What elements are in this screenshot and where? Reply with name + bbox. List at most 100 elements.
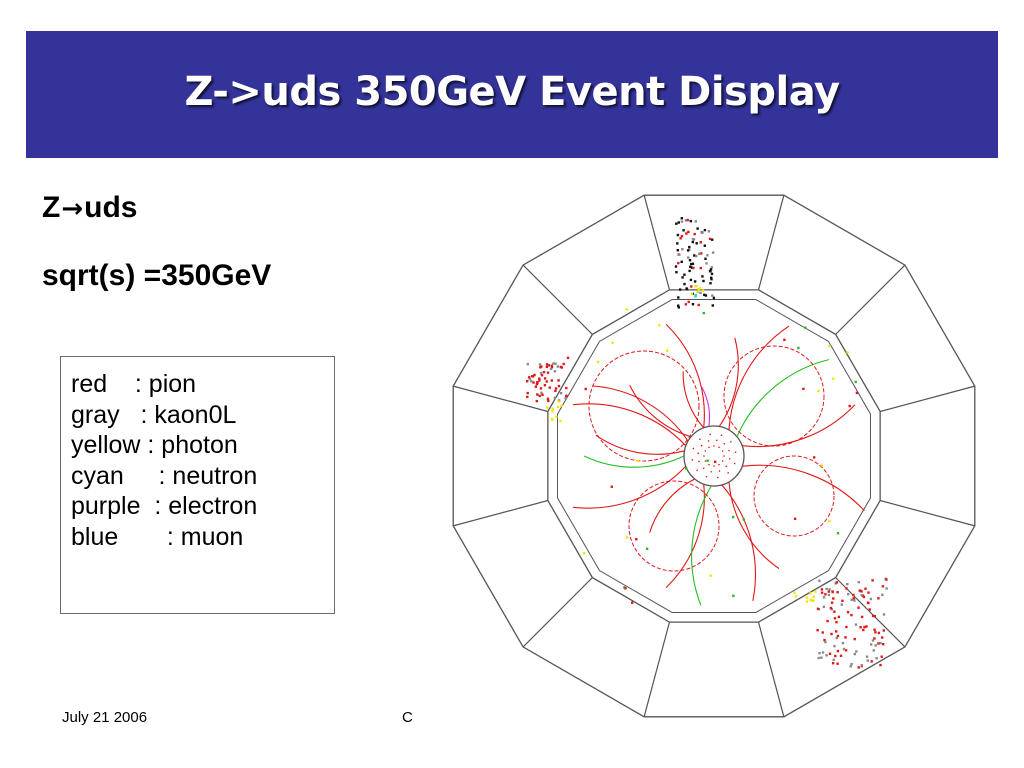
looping-track	[753, 455, 835, 537]
jet-hit-top	[694, 220, 697, 223]
vertex-hit	[713, 445, 715, 447]
jet-hit-bottom	[835, 621, 838, 624]
jet-hit-left	[564, 397, 567, 400]
jet-hit-left	[557, 379, 560, 382]
jet-hit-bottom	[857, 666, 860, 669]
jet-hit-left	[547, 399, 550, 403]
jet-hit-bottom	[871, 579, 874, 582]
footer-date: July 21 2006	[62, 709, 148, 726]
scatter-hit	[596, 360, 600, 364]
jet-hit-bottom	[836, 662, 839, 665]
jet-hit-top	[677, 221, 680, 224]
scatter-hit	[611, 341, 614, 344]
vertex-hit	[718, 463, 720, 466]
process-initial: Z	[42, 191, 61, 224]
scatter-hit	[813, 456, 816, 459]
jet-hit-bottom	[873, 615, 876, 618]
sector-divider	[757, 621, 785, 717]
jet-hit-bottom	[824, 640, 827, 644]
jet-hit-left-photon	[551, 418, 554, 421]
jet-hit-bottom	[830, 632, 833, 636]
jet-hit-top	[689, 219, 692, 223]
jet-hit-top	[677, 261, 680, 265]
jet-hit-left	[531, 375, 535, 378]
jet-hit-bottom	[831, 662, 835, 665]
vertex-hit	[723, 455, 725, 457]
jet-hit-left	[554, 389, 557, 393]
vertex-hit	[734, 451, 737, 453]
jet-hit-top	[703, 293, 706, 296]
jet-hit-left	[554, 362, 557, 365]
scatter-hit	[817, 389, 820, 393]
track	[572, 403, 687, 447]
jet-hit-left	[565, 386, 568, 390]
vertex-hit	[696, 469, 698, 471]
jet-hit-bottom	[832, 597, 835, 600]
jet-hit-bottom	[865, 655, 869, 658]
jet-hit-left-photon	[560, 404, 563, 407]
scatter-hit	[855, 391, 859, 395]
jet-hit-bottom-photon	[805, 596, 809, 599]
jet-hit-bottom	[850, 662, 853, 666]
jet-hit-top	[699, 241, 702, 244]
track	[736, 359, 830, 437]
jet-hit-left	[562, 362, 565, 366]
jet-hit-bottom-photon	[809, 592, 812, 595]
jet-hit-top	[695, 254, 698, 258]
vertex-hit	[709, 433, 711, 436]
scatter-hit	[797, 346, 800, 350]
scatter-hit	[631, 601, 634, 604]
jet-hit-top	[693, 280, 697, 283]
energy-label: sqrt(s) =350GeV	[42, 259, 272, 292]
jet-hit-bottom	[827, 593, 831, 597]
jet-hit-top	[710, 266, 713, 269]
scatter-hit	[742, 518, 745, 521]
jet-hit-top	[690, 262, 693, 266]
jet-hit-top	[700, 230, 703, 234]
jet-hit-bottom	[832, 658, 835, 662]
jet-hit-left	[543, 377, 547, 380]
jet-hit-top	[675, 222, 678, 225]
scatter-hit	[658, 324, 661, 327]
scatter-hit	[804, 326, 807, 329]
scatter-hit	[702, 311, 705, 315]
jet-hit-bottom	[831, 590, 834, 594]
jet-hit-bottom	[881, 593, 884, 596]
jet-hit-top	[689, 265, 692, 268]
jet-hit-left	[533, 373, 536, 377]
jet-hit-top	[691, 303, 695, 306]
jet-hit-top	[710, 278, 713, 281]
jet-hit-bottom-photon	[810, 599, 814, 602]
detector-outline	[452, 194, 976, 718]
jet-hit-bottom	[872, 649, 875, 652]
jet-hit-left	[543, 384, 547, 387]
jet-hit-bottom	[877, 597, 880, 600]
scatter-hit	[706, 459, 709, 462]
vertex-hit	[691, 459, 694, 461]
jet-hit-left	[538, 363, 542, 366]
process-label: Z→uds	[42, 191, 137, 225]
jet-hit-top	[674, 265, 678, 268]
vertex-hit	[733, 462, 736, 465]
jet-hit-top	[695, 242, 698, 245]
jet-hit-bottom	[830, 601, 834, 604]
scatter-hit	[645, 547, 649, 550]
jet-hit-left	[557, 384, 561, 388]
jet-hit-bottom	[862, 595, 866, 599]
track	[572, 465, 687, 509]
jet-hit-top	[675, 271, 678, 274]
jet-hit-top	[692, 238, 696, 241]
jet-hit-top-neutral	[697, 288, 700, 291]
jet-hit-left	[535, 399, 538, 403]
jet-hit-top	[680, 217, 683, 220]
scatter-hit	[709, 574, 712, 577]
jet-hit-bottom	[849, 665, 852, 668]
jet-hit-bottom	[874, 644, 877, 647]
scatter-hit	[831, 377, 835, 380]
jet-hit-top	[693, 232, 696, 236]
scatter-hit	[854, 380, 857, 384]
jet-hit-left	[565, 394, 568, 397]
jet-hit-bottom	[847, 592, 850, 596]
jet-hit-bottom	[852, 593, 855, 597]
jet-hit-bottom	[828, 588, 831, 591]
